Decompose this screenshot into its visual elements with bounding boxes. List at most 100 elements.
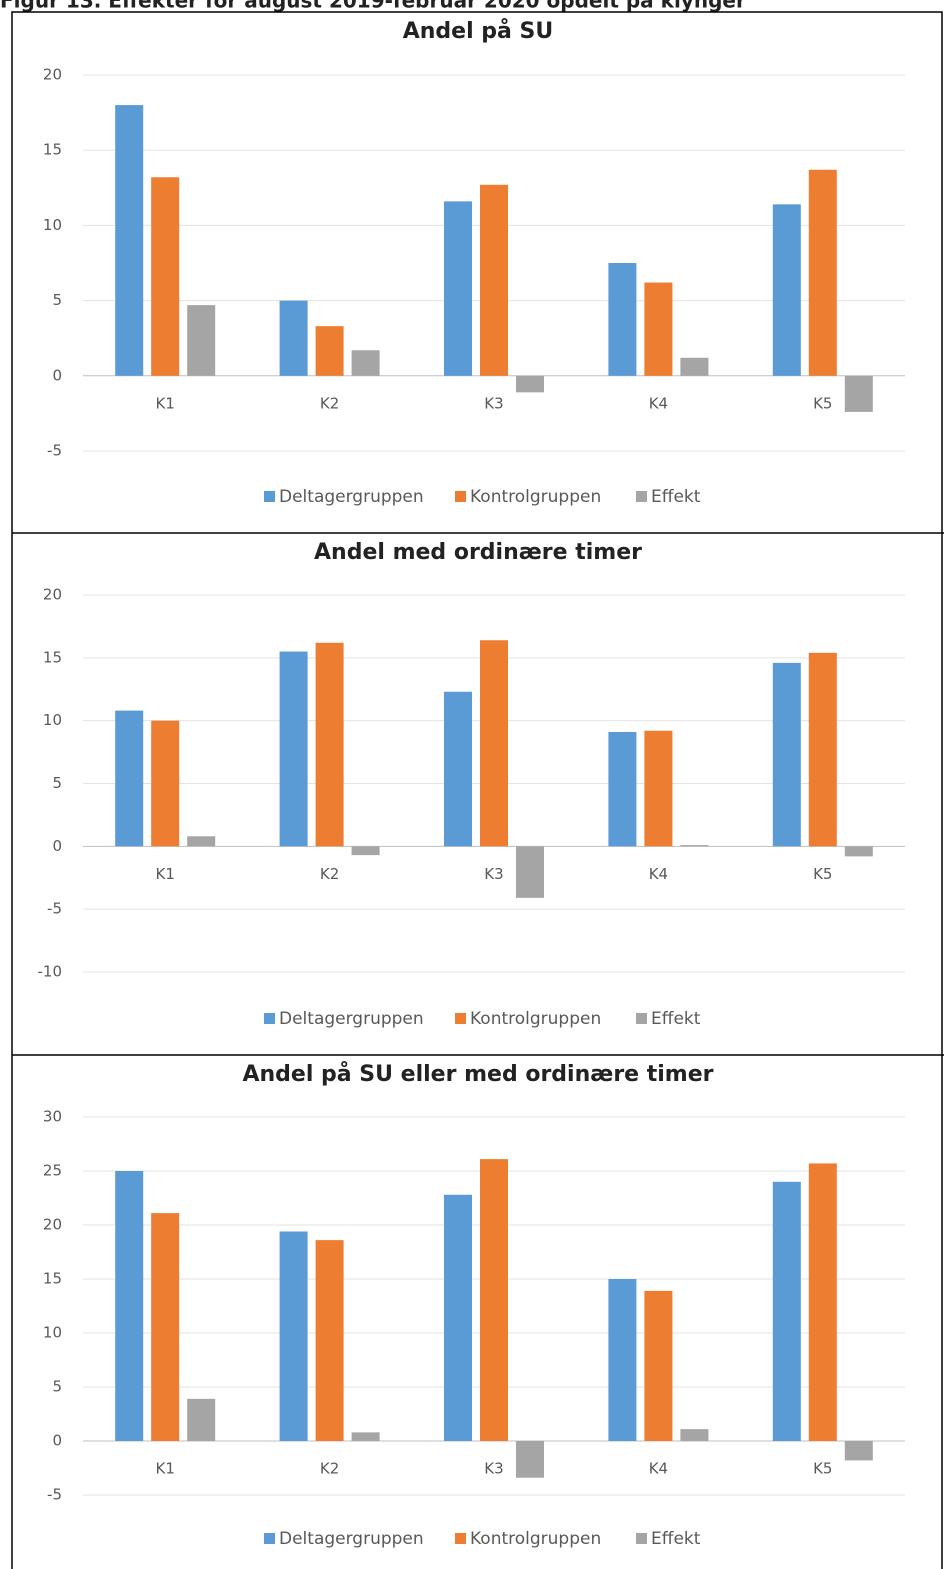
y-tick-label: -5 bbox=[47, 900, 62, 918]
bar bbox=[351, 1432, 380, 1441]
bar bbox=[772, 662, 801, 847]
x-tick-label: K1 bbox=[156, 1460, 175, 1478]
legend-swatch bbox=[636, 1013, 647, 1024]
bar bbox=[516, 846, 544, 898]
bar bbox=[279, 1231, 308, 1441]
bar bbox=[115, 105, 144, 376]
bar bbox=[151, 720, 180, 847]
bar bbox=[444, 1194, 472, 1441]
bar bbox=[608, 263, 637, 376]
x-tick-label: K3 bbox=[484, 1460, 503, 1478]
y-tick-label: 20 bbox=[43, 66, 62, 84]
y-tick-label: -10 bbox=[38, 963, 63, 981]
bar bbox=[351, 846, 380, 856]
legend-swatch bbox=[636, 491, 647, 502]
y-tick-label: 5 bbox=[52, 1378, 62, 1396]
bar bbox=[680, 357, 709, 376]
y-tick-label: 10 bbox=[43, 1324, 62, 1342]
bar bbox=[351, 350, 380, 376]
chart-title: Andel med ordinære timer bbox=[314, 540, 642, 565]
figure-title: Figur 13. Effekter for august 2019-febru… bbox=[0, 0, 746, 13]
chart-title: Andel på SU eller med ordinære timer bbox=[242, 1061, 713, 1087]
x-tick-label: K2 bbox=[320, 865, 339, 883]
x-tick-label: K4 bbox=[649, 394, 668, 412]
bar bbox=[480, 640, 508, 847]
bar bbox=[151, 1213, 180, 1441]
y-tick-label: 5 bbox=[52, 291, 62, 309]
bar bbox=[844, 1441, 873, 1461]
y-tick-label: 0 bbox=[52, 366, 62, 384]
bar bbox=[187, 305, 216, 376]
frame bbox=[11, 11, 943, 1569]
legend-swatch bbox=[636, 1533, 647, 1544]
y-tick-label: 15 bbox=[43, 648, 62, 666]
y-tick-label: 15 bbox=[43, 141, 62, 159]
legend-label: Effekt bbox=[651, 1009, 701, 1029]
bar bbox=[315, 1240, 344, 1441]
y-tick-label: 5 bbox=[52, 774, 62, 792]
x-tick-label: K4 bbox=[649, 865, 668, 883]
y-tick-label: 25 bbox=[43, 1162, 62, 1180]
bar bbox=[772, 204, 801, 376]
legend-swatch bbox=[264, 1533, 275, 1544]
bar bbox=[680, 845, 709, 847]
legend-label: Effekt bbox=[651, 1529, 701, 1549]
bar bbox=[608, 1279, 637, 1441]
legend-swatch bbox=[455, 1533, 466, 1544]
x-tick-label: K5 bbox=[813, 865, 832, 883]
legend-label: Kontrolgruppen bbox=[470, 487, 601, 507]
x-tick-label: K2 bbox=[320, 394, 339, 412]
bar bbox=[808, 1163, 837, 1441]
y-tick-label: -5 bbox=[47, 442, 62, 460]
bar bbox=[279, 651, 308, 847]
legend-label: Kontrolgruppen bbox=[470, 1009, 601, 1029]
x-tick-label: K4 bbox=[649, 1460, 668, 1478]
legend-label: Deltagergruppen bbox=[279, 1009, 424, 1029]
legend-swatch bbox=[264, 1013, 275, 1024]
bar bbox=[187, 1398, 216, 1441]
bar bbox=[772, 1181, 801, 1441]
bar bbox=[680, 1429, 709, 1441]
y-tick-label: 10 bbox=[43, 216, 62, 234]
bar bbox=[315, 642, 344, 847]
bar bbox=[115, 1171, 144, 1441]
y-tick-label: 15 bbox=[43, 1270, 62, 1288]
x-tick-label: K5 bbox=[813, 394, 832, 412]
legend-label: Kontrolgruppen bbox=[470, 1529, 601, 1549]
y-tick-label: 20 bbox=[43, 1216, 62, 1234]
chart-title: Andel på SU bbox=[403, 18, 554, 44]
bar bbox=[808, 169, 837, 376]
bar bbox=[444, 201, 472, 376]
bar bbox=[516, 375, 544, 393]
bar bbox=[644, 730, 673, 847]
bar bbox=[115, 710, 144, 847]
legend-swatch bbox=[455, 1013, 466, 1024]
legend-label: Deltagergruppen bbox=[279, 1529, 424, 1549]
legend-swatch bbox=[455, 491, 466, 502]
bar bbox=[480, 1159, 508, 1441]
bar bbox=[187, 836, 216, 847]
x-tick-label: K5 bbox=[813, 1460, 832, 1478]
x-tick-label: K1 bbox=[156, 394, 175, 412]
bar bbox=[480, 184, 508, 376]
x-tick-label: K3 bbox=[484, 394, 503, 412]
x-tick-label: K1 bbox=[156, 865, 175, 883]
x-tick-label: K2 bbox=[320, 1460, 339, 1478]
x-tick-label: K3 bbox=[484, 865, 503, 883]
bar bbox=[279, 300, 308, 376]
bar bbox=[444, 691, 472, 847]
legend-label: Deltagergruppen bbox=[279, 487, 424, 507]
bar bbox=[315, 326, 344, 376]
bar bbox=[608, 731, 637, 847]
legend-swatch bbox=[264, 491, 275, 502]
y-tick-label: 20 bbox=[43, 586, 62, 604]
bar bbox=[151, 177, 180, 376]
y-tick-label: 30 bbox=[43, 1108, 62, 1126]
bar bbox=[516, 1441, 544, 1478]
y-tick-label: 0 bbox=[52, 837, 62, 855]
y-tick-label: 0 bbox=[52, 1432, 62, 1450]
y-tick-label: 10 bbox=[43, 711, 62, 729]
bar bbox=[808, 652, 837, 847]
bar bbox=[844, 846, 873, 857]
